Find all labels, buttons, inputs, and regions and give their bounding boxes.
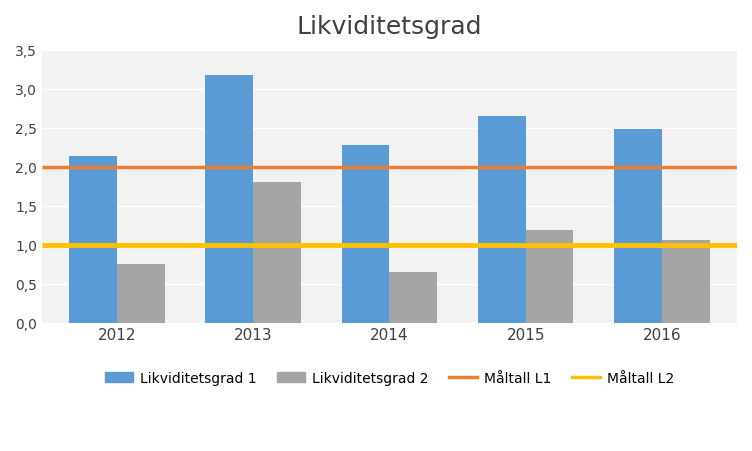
Bar (390, 272, 437, 323)
Bar (662, 240, 710, 323)
Legend: Likviditetsgrad 1, Likviditetsgrad 2, Måltall L1, Måltall L2: Likviditetsgrad 1, Likviditetsgrad 2, Må… (99, 365, 680, 390)
Bar (341, 146, 390, 323)
Bar (205, 76, 253, 323)
Bar (117, 264, 165, 323)
Bar (614, 130, 662, 323)
Bar (478, 117, 526, 323)
Bar (253, 183, 301, 323)
Title: Likviditetsgrad: Likviditetsgrad (297, 15, 482, 39)
Bar (69, 157, 117, 323)
Bar (526, 230, 574, 323)
